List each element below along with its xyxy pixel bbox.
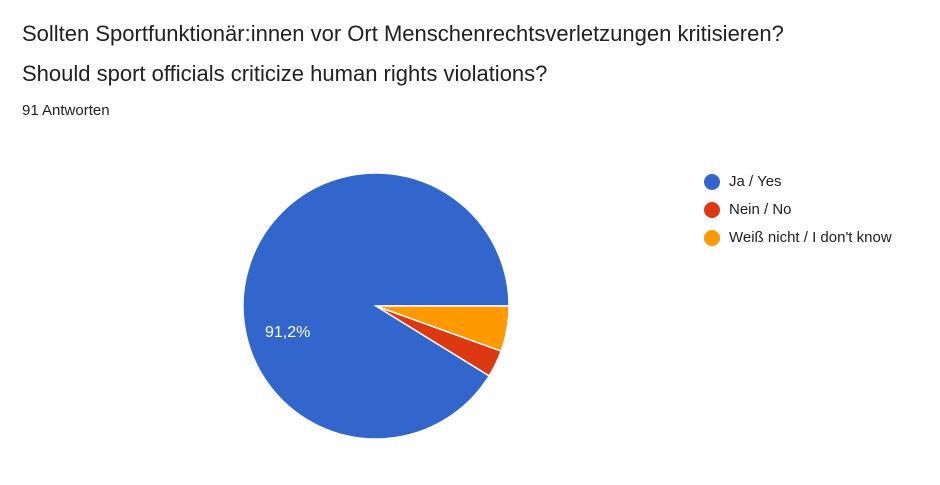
legend-item-weiss-nicht[interactable]: Weiß nicht / I don't know xyxy=(704,228,892,248)
legend-swatch-weiss-nicht xyxy=(704,230,720,246)
chart-title-english: Should sport officials criticize human r… xyxy=(22,61,548,86)
legend-swatch-ja-yes xyxy=(704,174,720,190)
legend-label-ja-yes: Ja / Yes xyxy=(729,173,782,190)
legend-item-ja-yes[interactable]: Ja / Yes xyxy=(704,172,892,192)
slice-value-label-ja-yes: 91,2% xyxy=(265,324,310,341)
legend-label-nein-no: Nein / No xyxy=(729,201,792,218)
chart-title-german: Sollten Sportfunktionär:innen vor Ort Me… xyxy=(22,21,784,46)
response-count: 91 Antworten xyxy=(22,102,110,119)
chart-legend: Ja / Yes Nein / No Weiß nicht / I don't kn… xyxy=(704,172,892,256)
legend-swatch-nein-no xyxy=(704,202,720,218)
legend-item-nein-no[interactable]: Nein / No xyxy=(704,200,892,220)
legend-label-weiss-nicht: Weiß nicht / I don't know xyxy=(729,229,892,246)
pie-slice-weiss-nicht[interactable] xyxy=(375,305,510,353)
